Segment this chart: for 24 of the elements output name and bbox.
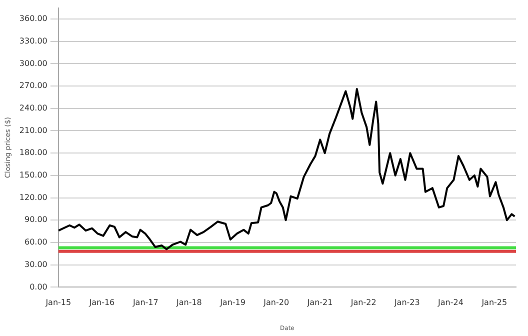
x-tick-label: Jan-15 <box>44 298 72 308</box>
y-tick-label: 120.00 <box>19 192 48 202</box>
x-tick-label: Jan-18 <box>176 298 202 308</box>
y-tick-label: 240.00 <box>19 103 48 112</box>
y-tick-label: 330.00 <box>19 36 48 46</box>
y-tick-label: 30.00 <box>24 260 48 269</box>
y-tick-label: 210.00 <box>19 126 48 135</box>
x-tick-label: Jan-17 <box>132 298 158 308</box>
x-tick-label: Jan-22 <box>350 298 376 308</box>
y-tick-label: 90.00 <box>24 215 48 224</box>
x-tick-label: Jan-20 <box>262 298 290 308</box>
x-tick-label: Jan-19 <box>219 298 246 308</box>
y-tick-label: 300.00 <box>19 58 48 68</box>
y-tick-label: 180.00 <box>19 148 48 158</box>
x-tick-label: Jan-21 <box>306 298 333 308</box>
y-tick-label: 0.00 <box>30 282 48 292</box>
y-tick-label: 360.00 <box>19 14 48 24</box>
x-tick-label: Jan-16 <box>88 298 115 308</box>
x-tick-label: Jan-24 <box>437 298 464 308</box>
y-tick-label: 60.00 <box>24 238 48 247</box>
x-tick-label: Jan-25 <box>480 298 508 308</box>
y-tick-label: 270.00 <box>19 81 48 90</box>
y-tick-label: 150.00 <box>19 170 48 180</box>
x-tick-label: Jan-23 <box>393 298 420 308</box>
